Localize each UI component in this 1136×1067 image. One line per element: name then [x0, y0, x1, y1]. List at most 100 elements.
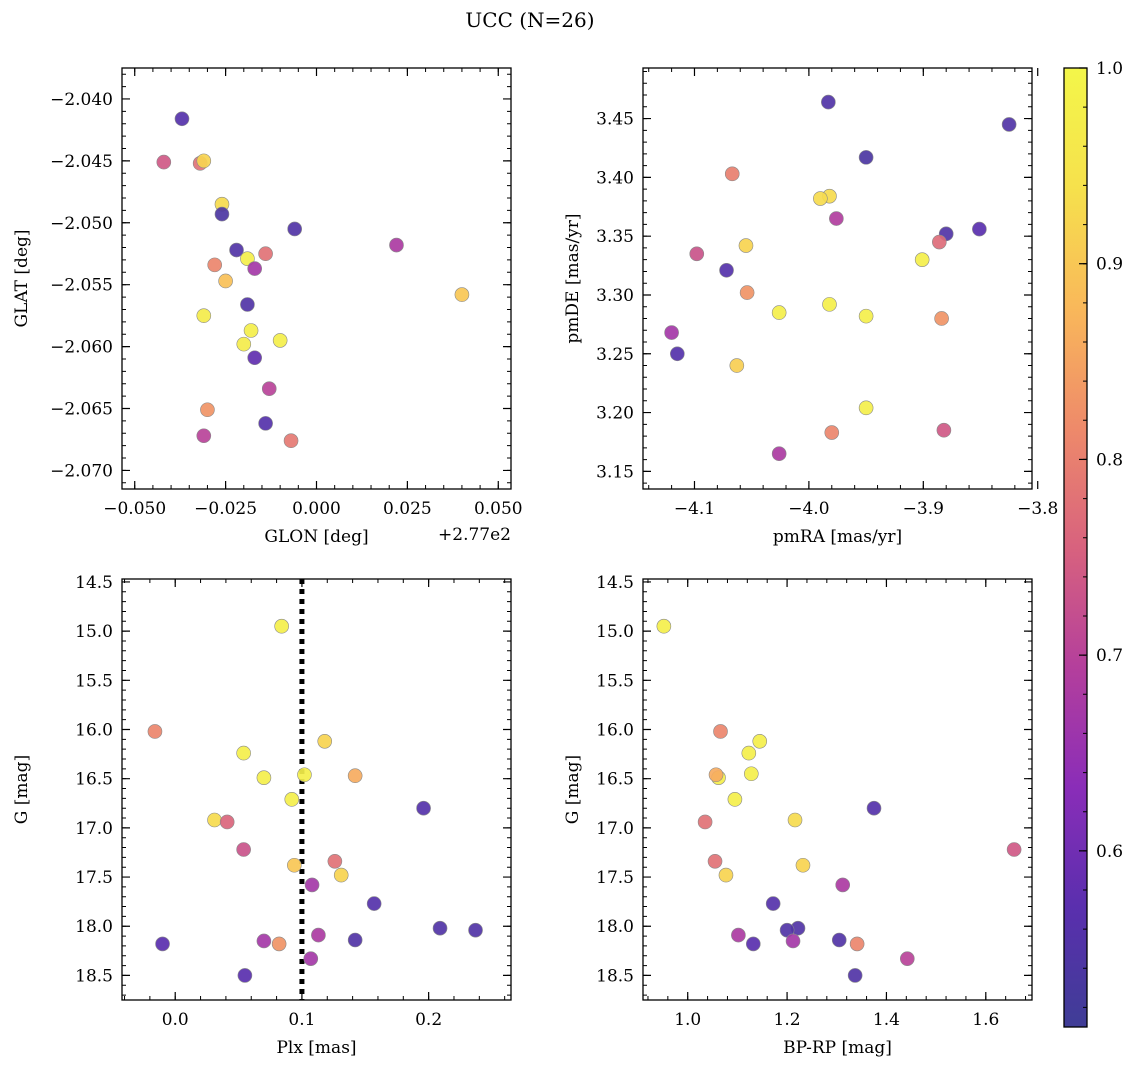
scatter-point — [256, 933, 272, 949]
y-tick-label: 18.0 — [75, 917, 113, 937]
scatter-point — [707, 854, 723, 869]
scatter-point — [240, 251, 255, 266]
scatter-point — [297, 767, 312, 783]
scatter-point — [258, 246, 273, 262]
scatter-point — [207, 812, 222, 828]
scatter-point — [237, 968, 253, 983]
scatter-point — [311, 927, 326, 943]
colorbar-gradient — [1064, 68, 1087, 1027]
y-tick-label: 18.5 — [596, 966, 634, 986]
scatter-point — [389, 237, 404, 253]
y-tick-label: −2.055 — [50, 276, 113, 296]
scatter-point — [229, 242, 244, 258]
y-axis-label: pmDE [mas/yr] — [563, 213, 583, 343]
scatter-point — [256, 770, 272, 785]
x-tick-label: −3.8 — [1017, 499, 1058, 519]
scatter-point — [196, 308, 212, 323]
scatter-point — [914, 252, 930, 267]
scatter-point — [174, 111, 190, 127]
y-axis-label: G [mag] — [12, 755, 32, 824]
scatter-point — [866, 800, 882, 816]
scatter-point — [670, 346, 685, 362]
scatter-point — [771, 305, 787, 320]
scatter-point — [829, 211, 844, 226]
scatter-point — [219, 814, 235, 830]
scatter-point — [236, 842, 251, 857]
y-tick-label: 17.0 — [75, 819, 113, 839]
scatter-point — [283, 433, 299, 449]
y-tick-label: 3.40 — [596, 168, 634, 188]
minor-ticks — [122, 68, 511, 489]
scatter-point — [304, 877, 320, 893]
colorbar-tick-label: 0.9 — [1096, 255, 1123, 275]
x-tick-label: −0.025 — [194, 499, 257, 519]
y-tick-label: 15.5 — [596, 671, 634, 691]
scatter-point — [708, 767, 724, 783]
y-tick-label: 3.30 — [596, 286, 634, 306]
scatter-point — [155, 936, 170, 952]
x-tick-label: 0.1 — [288, 1010, 315, 1030]
colorbar-frame — [1063, 67, 1088, 1028]
y-tick-label: −2.040 — [50, 90, 113, 110]
scatter-point — [156, 154, 172, 170]
scatter-point — [1006, 842, 1022, 857]
scatter-point — [236, 336, 252, 352]
scatter-point — [147, 724, 163, 739]
x-tick-label: 0.000 — [292, 499, 341, 519]
y-tick-label: 17.5 — [596, 868, 634, 888]
panel-pmra-pmde: −4.1 −4.0 −3.9 −3.8 3.15 3.20 3.25 3.30 3.35 3.40… — [563, 67, 1058, 547]
scatter-point — [247, 350, 262, 366]
scatter-point — [196, 428, 212, 444]
x-tick-label: −3.9 — [903, 499, 944, 519]
scatter-point — [858, 150, 874, 165]
y-tick-label: 3.45 — [596, 110, 634, 130]
scatter-point — [317, 734, 333, 749]
scatter-point — [831, 932, 847, 948]
scatter-point — [261, 381, 277, 397]
scatter-point — [697, 814, 713, 830]
x-tick-label: −4.0 — [788, 499, 829, 519]
scatter-point — [738, 238, 754, 253]
colorbar-tick-label: 0.7 — [1096, 646, 1123, 666]
x-axis-label: pmRA [mas/yr] — [773, 527, 902, 547]
scatter-point — [849, 936, 865, 952]
scatter-point — [858, 400, 874, 416]
scatter-point — [689, 246, 705, 262]
scatter-point — [745, 936, 761, 952]
axes-frame — [642, 67, 1033, 490]
y-axis-label: G [mag] — [563, 755, 583, 824]
x-tick-label: −4.1 — [674, 499, 715, 519]
x-axis-label: GLON [deg] — [264, 527, 368, 547]
y-tick-label: 17.5 — [75, 868, 113, 888]
scatter-point — [795, 857, 811, 873]
y-tick-label: −2.065 — [50, 400, 113, 420]
scatter-point — [287, 857, 302, 873]
x-tick-label: 0.0 — [162, 1010, 189, 1030]
scatter-point — [218, 273, 233, 289]
scatter-point — [752, 734, 768, 749]
scatter-point — [432, 920, 448, 936]
scatter-point — [207, 257, 223, 273]
y-tick-label: 17.0 — [596, 819, 634, 839]
y-tick-label: 3.35 — [596, 227, 634, 247]
colorbar-tick-label: 1.0 — [1096, 59, 1123, 79]
panel-plx-g: 0.0 0.1 0.2 14.5 15.0 15.5 16.0 16.5 17.0 17.5 18.… — [12, 573, 512, 1058]
scatter-point — [272, 333, 288, 348]
y-tick-label: −2.070 — [50, 461, 113, 481]
figure-title: UCC (N=26) — [465, 8, 594, 32]
scatter-point — [847, 968, 863, 983]
scatter-point — [468, 922, 483, 938]
y-tick-label: 15.0 — [596, 622, 634, 642]
y-tick-label: 16.5 — [596, 770, 634, 790]
x-tick-label: −0.050 — [103, 499, 166, 519]
y-tick-label: 18.0 — [596, 917, 634, 937]
scatter-point — [739, 285, 755, 300]
scatter-point — [284, 792, 300, 807]
scatter-point — [744, 766, 759, 782]
scatter-point — [824, 425, 840, 440]
scatter-point — [813, 191, 828, 206]
scatter-point — [785, 933, 801, 949]
x-axis-label: BP-RP [mag] — [783, 1038, 892, 1058]
panel-color-magnitude: 1.0 1.2 1.4 1.6 14.5 15.0 15.5 16.0 16.5 17.0 17.5… — [563, 573, 1033, 1058]
